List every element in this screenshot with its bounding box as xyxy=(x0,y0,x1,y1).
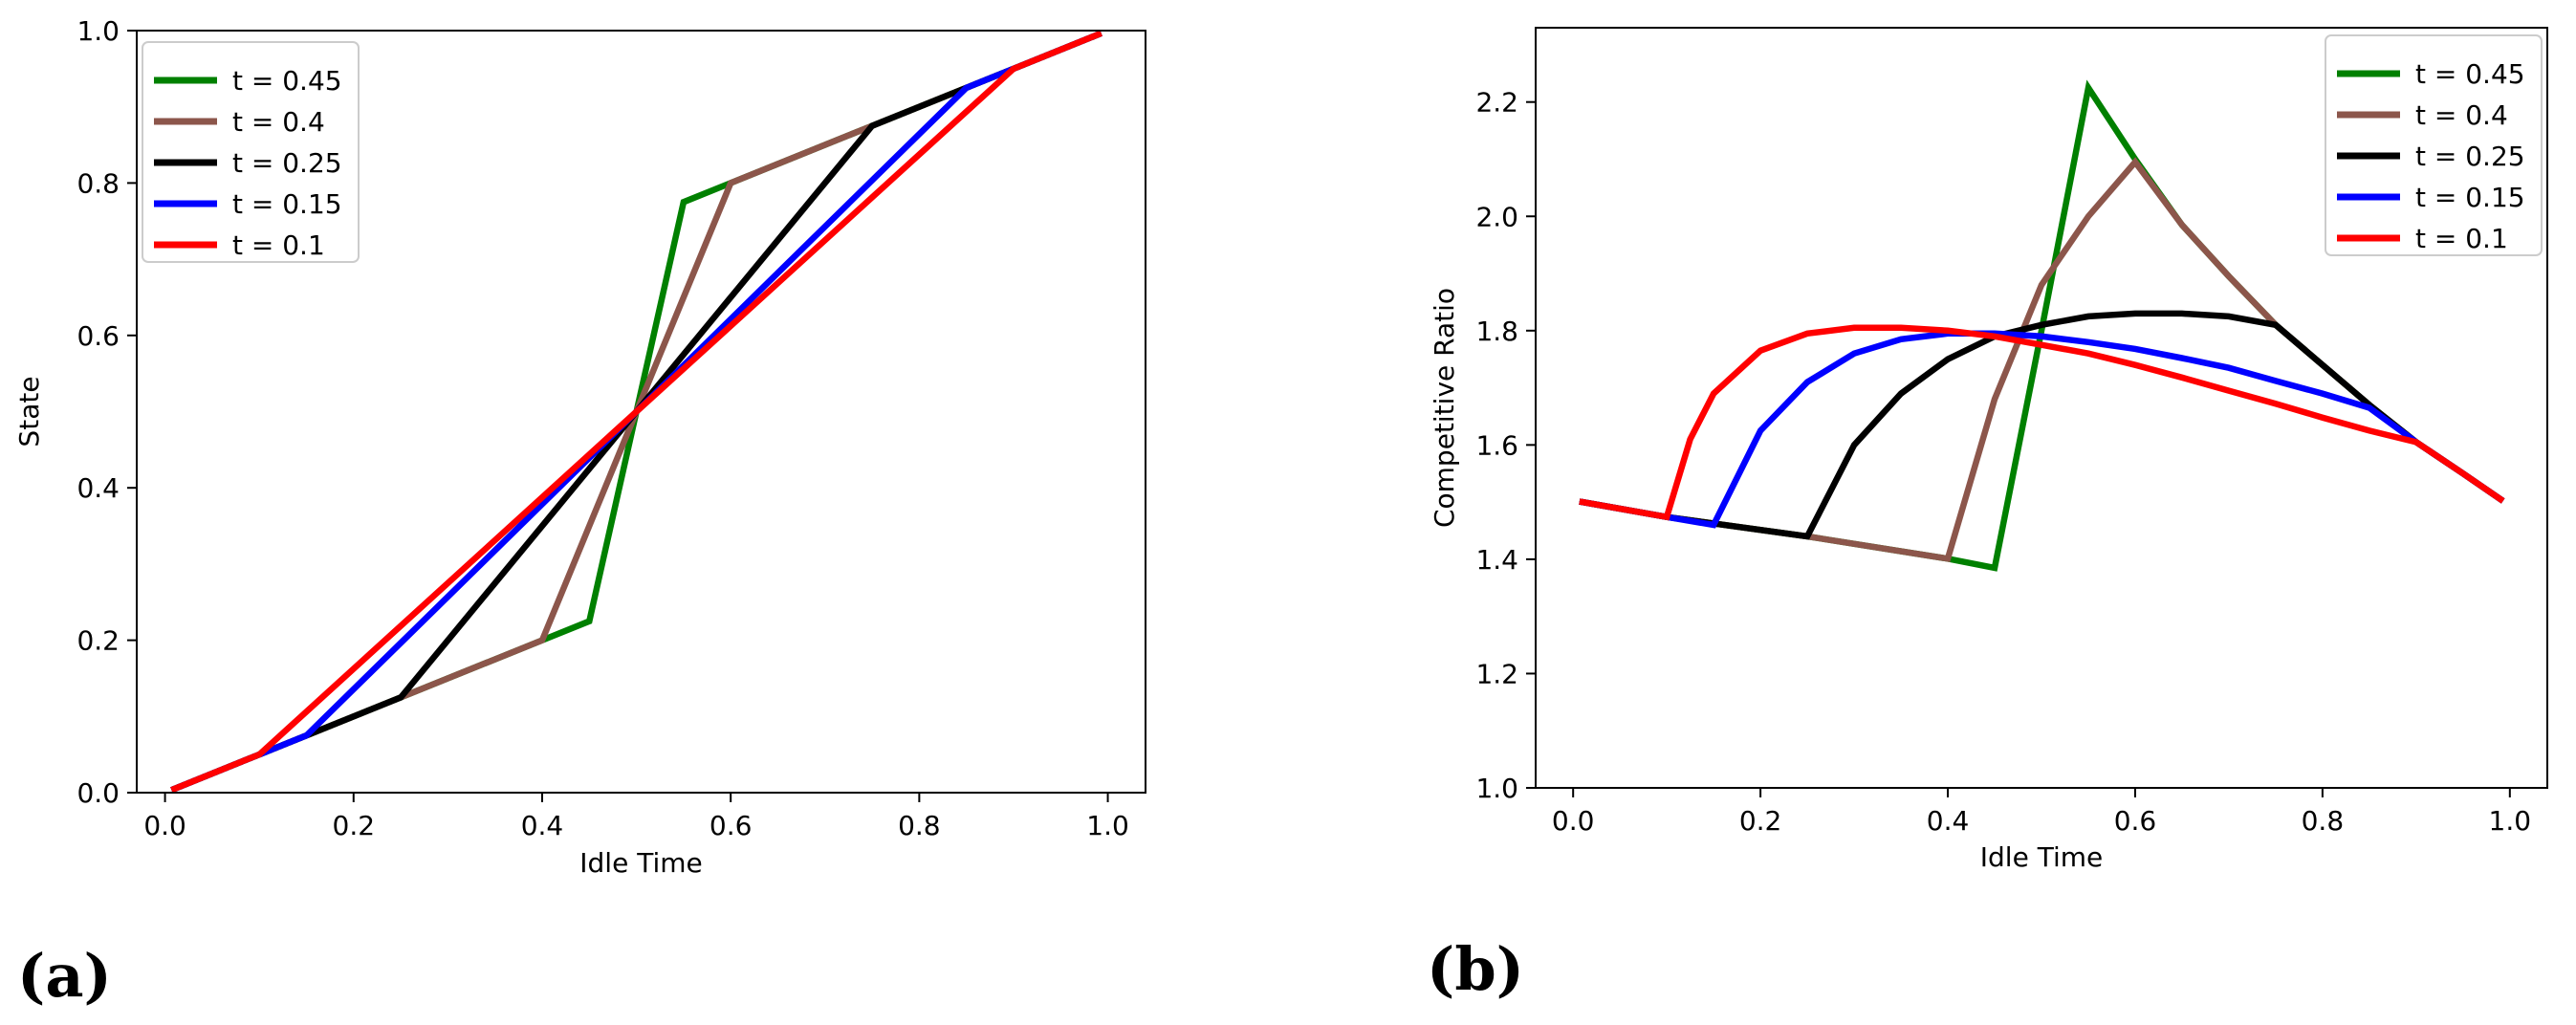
y-tick-label: 1.0 xyxy=(1475,773,1518,804)
y-tick-label: 1.0 xyxy=(76,15,120,47)
y-tick-label: 0.6 xyxy=(76,320,120,352)
x-tick-label: 0.0 xyxy=(1552,805,1595,837)
series-group xyxy=(170,31,1102,793)
legend-label: t = 0.25 xyxy=(2415,141,2525,172)
x-tick-label: 1.0 xyxy=(1086,810,1129,841)
x-tick-label: 0.2 xyxy=(333,810,376,841)
x-tick-label: 1.0 xyxy=(2489,805,2532,837)
y-tick-label: 2.2 xyxy=(1475,87,1518,119)
legend-label: t = 0.4 xyxy=(2415,99,2508,131)
legend-label: t = 0.15 xyxy=(2415,182,2525,213)
axes-frame xyxy=(136,30,1146,794)
series-line-t-0-1 xyxy=(170,31,1102,793)
y-tick-label: 0.4 xyxy=(76,472,120,504)
y-tick-label: 1.6 xyxy=(1475,429,1518,461)
x-axis-label: Idle Time xyxy=(579,847,702,879)
x-tick-label: 0.4 xyxy=(521,810,564,841)
y-tick-label: 2.0 xyxy=(1475,201,1518,232)
y-tick-label: 0.2 xyxy=(76,625,120,657)
y-axis-label: State xyxy=(13,376,45,447)
y-axis-label: Competitive Ratio xyxy=(1429,288,1460,528)
x-tick-label: 0.4 xyxy=(1927,805,1970,837)
legend-label: t = 0.1 xyxy=(232,229,325,261)
y-tick-label: 1.8 xyxy=(1475,316,1518,347)
x-axis-label: Idle Time xyxy=(1980,841,2103,873)
y-tick-label: 1.2 xyxy=(1475,658,1518,689)
legend-label: t = 0.45 xyxy=(2415,58,2525,90)
panel-label: (a) xyxy=(17,941,112,1011)
legend: t = 0.45 t = 0.4 t = 0.25 t = 0.15 t = 0.1 xyxy=(142,41,360,263)
legend: t = 0.45 t = 0.4 t = 0.25 t = 0.15 t = 0.1 xyxy=(2325,34,2543,256)
series-line-t-0-1 xyxy=(1579,324,2505,521)
series-line-t-0-15 xyxy=(1579,330,2505,529)
legend-label: t = 0.4 xyxy=(232,106,325,138)
x-tick-label: 0.8 xyxy=(898,810,941,841)
axes-frame xyxy=(1535,27,2548,789)
legend-label: t = 0.1 xyxy=(2415,223,2508,254)
x-tick-label: 0.6 xyxy=(2114,805,2157,837)
panel-label: (b) xyxy=(1427,934,1524,1004)
y-tick-label: 0.0 xyxy=(76,777,120,809)
chart-b: 0.0 0.2 0.4 0.6 0.8 1.0 1.0 1.2 1.4 1.6 1.8 2.0 2.2 I… xyxy=(1427,27,2548,1004)
x-tick-label: 0.2 xyxy=(1739,805,1782,837)
y-tick-label: 1.4 xyxy=(1475,544,1518,576)
x-tick-label: 0.0 xyxy=(143,810,186,841)
x-tick-label: 0.8 xyxy=(2302,805,2345,837)
legend-label: t = 0.15 xyxy=(232,188,342,220)
y-tick-label: 0.8 xyxy=(76,167,120,199)
series-group xyxy=(1579,79,2505,572)
x-tick-label: 0.6 xyxy=(709,810,753,841)
legend-label: t = 0.25 xyxy=(232,147,342,179)
chart-a: 0.0 0.2 0.4 0.6 0.8 1.0 0.0 0.2 0.4 0.6 0.8 1.0 Idle… xyxy=(13,15,1146,1011)
legend-label: t = 0.45 xyxy=(232,65,342,97)
